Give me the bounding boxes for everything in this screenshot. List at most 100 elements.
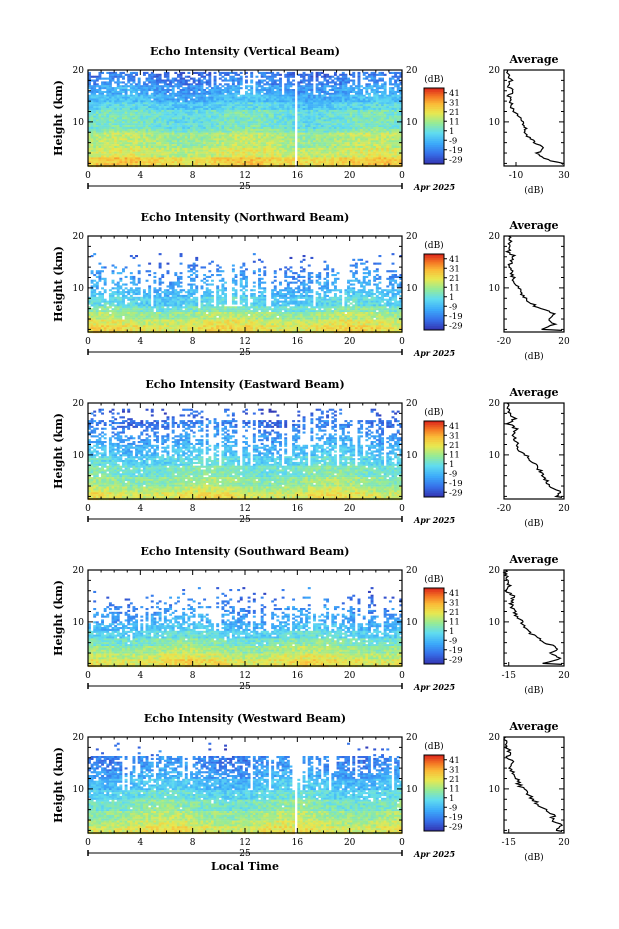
heatmap-cell	[357, 85, 361, 88]
heatmap-cell	[137, 147, 141, 150]
heatmap-cell	[333, 127, 337, 130]
heatmap-cell	[263, 125, 267, 128]
heatmap-cell	[265, 149, 269, 152]
heatmap-cell	[352, 123, 356, 126]
heatmap-cell	[307, 151, 311, 154]
heatmap-cell	[268, 75, 272, 78]
heatmap-cell	[320, 140, 324, 143]
heatmap-cell	[192, 125, 196, 128]
heatmap-cell	[375, 94, 379, 97]
heatmap-cell	[331, 119, 335, 122]
heatmap-cell	[205, 96, 209, 99]
heatmap-cell	[347, 81, 350, 84]
heatmap-cell	[111, 147, 115, 150]
heatmap-cell	[111, 144, 115, 147]
heatmap-cell	[258, 153, 261, 156]
heatmap-cell	[114, 142, 118, 145]
heatmap-cell	[292, 136, 296, 139]
heatmap-cell	[255, 140, 259, 143]
heatmap-cell	[226, 102, 230, 105]
heatmap-cell	[129, 89, 133, 92]
heatmap-cell	[305, 125, 309, 128]
heatmap-cell	[140, 111, 144, 114]
heatmap-cell	[200, 134, 204, 137]
heatmap-cell	[370, 132, 374, 135]
heatmap-cell	[169, 147, 173, 150]
heatmap-cell	[106, 128, 110, 131]
heatmap-cell	[381, 153, 384, 156]
heatmap-cell	[93, 140, 97, 143]
heatmap-cell	[239, 81, 243, 84]
heatmap-cell	[289, 73, 293, 76]
heatmap-cell	[234, 79, 238, 82]
heatmap-cell	[101, 147, 104, 150]
heatmap-cell	[347, 89, 350, 92]
heatmap-cell	[339, 106, 343, 109]
heatmap-cell	[192, 128, 196, 131]
heatmap-cell	[192, 136, 196, 139]
heatmap-cell	[349, 121, 353, 124]
heatmap-cell	[111, 153, 115, 156]
heatmap-cell	[279, 83, 282, 86]
heatmap-cell	[213, 111, 217, 114]
heatmap-cell	[284, 102, 288, 105]
heatmap-cell	[203, 75, 207, 78]
heatmap-cell	[286, 132, 290, 135]
heatmap-cell	[378, 77, 382, 80]
heatmap-cell	[182, 121, 186, 124]
heatmap-cell	[111, 140, 115, 143]
heatmap-cell	[116, 134, 120, 137]
heatmap-cell	[357, 132, 361, 135]
heatmap-cell	[224, 115, 227, 118]
heatmap-cell	[200, 108, 204, 111]
heatmap-cell	[333, 109, 337, 112]
heatmap-cell	[357, 134, 361, 137]
heatmap-cell	[268, 132, 272, 135]
heatmap-cell	[292, 147, 296, 150]
heatmap-cell	[326, 113, 330, 116]
heatmap-cell	[129, 151, 133, 154]
heatmap-cell	[381, 119, 384, 122]
heatmap-cell	[114, 128, 118, 131]
heatmap-cell	[299, 108, 303, 111]
heatmap-cell	[289, 71, 293, 74]
heatmap-cell	[140, 92, 144, 95]
heatmap-cell	[145, 127, 149, 130]
heatmap-cell	[137, 157, 141, 160]
heatmap-cell	[127, 108, 131, 111]
heatmap-cell	[200, 151, 204, 154]
heatmap-cell	[320, 109, 324, 112]
heatmap-cell	[166, 132, 170, 135]
heatmap-cell	[273, 81, 277, 84]
heatmap-cell	[142, 125, 146, 128]
heatmap-cell	[271, 155, 275, 158]
heatmap-cell	[106, 157, 110, 160]
heatmap-cell	[263, 144, 267, 147]
heatmap-cell	[331, 87, 335, 90]
heatmap-cell	[344, 96, 348, 99]
heatmap-cell	[310, 109, 314, 112]
heatmap-cell	[347, 136, 350, 139]
heatmap-cell	[250, 81, 254, 84]
heatmap-cell	[213, 90, 217, 93]
heatmap-cell	[119, 121, 123, 124]
heatmap-cell	[265, 119, 269, 122]
heatmap-cell	[234, 155, 238, 158]
heatmap-cell	[260, 132, 264, 135]
heatmap-cell	[129, 87, 133, 90]
heatmap-cell	[106, 119, 110, 122]
heatmap-cell	[299, 92, 303, 95]
heatmap-cell	[166, 111, 170, 114]
heatmap-cell	[114, 87, 118, 90]
heatmap-cell	[108, 102, 112, 105]
heatmap-cell	[108, 138, 112, 141]
heatmap-cell	[286, 71, 290, 74]
heatmap-cell	[142, 157, 146, 160]
heatmap-cell	[341, 115, 345, 118]
heatmap-cell	[142, 89, 146, 92]
heatmap-cell	[142, 147, 146, 150]
heatmap-cell	[116, 144, 120, 147]
heatmap-cell	[373, 127, 377, 130]
heatmap-cell	[378, 155, 382, 158]
heatmap-cell	[333, 146, 337, 149]
